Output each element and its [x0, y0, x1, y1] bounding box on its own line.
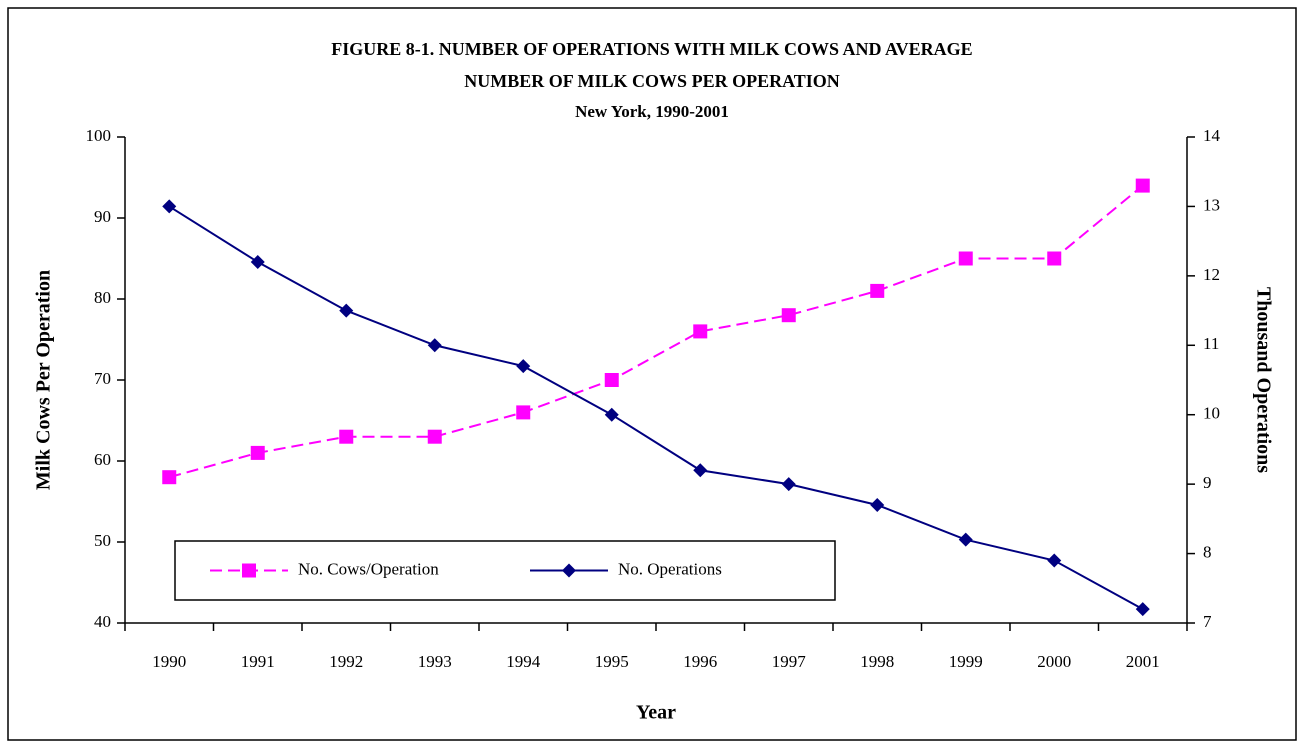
x-axis-label: Year — [636, 702, 676, 724]
marker — [693, 463, 708, 478]
y-tick-label: 90 — [94, 207, 111, 226]
y-tick-label: 80 — [94, 288, 111, 307]
marker — [427, 338, 442, 353]
y-tick-label: 70 — [94, 369, 111, 388]
x-tick-label: 1996 — [683, 652, 717, 671]
y-tick-label: 40 — [94, 612, 111, 631]
series-line — [168, 205, 1144, 610]
chart-border — [7, 7, 1297, 741]
marker — [427, 429, 442, 444]
y-tick-label: 100 — [86, 126, 112, 145]
marker — [604, 407, 619, 422]
marker — [516, 405, 531, 420]
marker — [1047, 553, 1062, 568]
series-line — [168, 184, 1144, 479]
x-tick-label: 1995 — [595, 652, 629, 671]
x-tick-label: 1991 — [241, 652, 275, 671]
x-tick-label: 1990 — [152, 652, 186, 671]
marker — [604, 373, 619, 387]
chart-title: FIGURE 8-1. NUMBER OF OPERATIONS WITH MI… — [331, 39, 972, 59]
y-axis-label: Milk Cows Per Operation — [33, 270, 55, 490]
marker — [162, 470, 177, 485]
y2-tick-label: 12 — [1203, 265, 1220, 284]
y-tick-label: 60 — [94, 450, 111, 469]
marker — [781, 308, 796, 323]
chart-title: NUMBER OF MILK COWS PER OPERATION — [464, 71, 840, 91]
y2-tick-label: 7 — [1203, 612, 1212, 631]
y-tick-label: 50 — [94, 531, 111, 550]
y2-tick-label: 11 — [1203, 334, 1219, 353]
marker — [162, 199, 177, 214]
y2-tick-label: 9 — [1203, 473, 1212, 492]
marker — [1135, 178, 1150, 193]
x-tick-label: 1998 — [860, 652, 894, 671]
marker — [339, 429, 354, 444]
marker — [870, 283, 885, 298]
x-tick-label: 1997 — [772, 652, 807, 671]
marker — [562, 563, 576, 578]
x-tick-label: 1992 — [329, 652, 363, 671]
marker — [250, 254, 265, 269]
marker — [958, 532, 973, 547]
y2-tick-label: 10 — [1203, 404, 1220, 423]
chart-subtitle: New York, 1990-2001 — [575, 102, 729, 121]
marker — [516, 359, 531, 374]
y2-tick-label: 8 — [1203, 542, 1212, 561]
marker — [958, 251, 973, 266]
marker — [1047, 251, 1062, 266]
y2-tick-label: 13 — [1203, 195, 1220, 214]
marker — [781, 477, 796, 492]
x-tick-label: 1994 — [506, 652, 541, 671]
y2-axis-label: Thousand Operations — [1252, 287, 1274, 473]
marker — [1135, 602, 1150, 617]
x-tick-label: 1993 — [418, 652, 452, 671]
marker — [242, 563, 256, 578]
marker — [339, 303, 354, 318]
y2-tick-label: 14 — [1203, 126, 1221, 145]
x-tick-label: 2001 — [1126, 652, 1160, 671]
legend-label: No. Operations — [618, 559, 722, 578]
x-tick-label: 2000 — [1037, 652, 1071, 671]
legend-label: No. Cows/Operation — [298, 559, 439, 578]
x-tick-label: 1999 — [949, 652, 983, 671]
marker — [693, 324, 708, 339]
marker — [870, 497, 885, 512]
marker — [250, 445, 265, 460]
